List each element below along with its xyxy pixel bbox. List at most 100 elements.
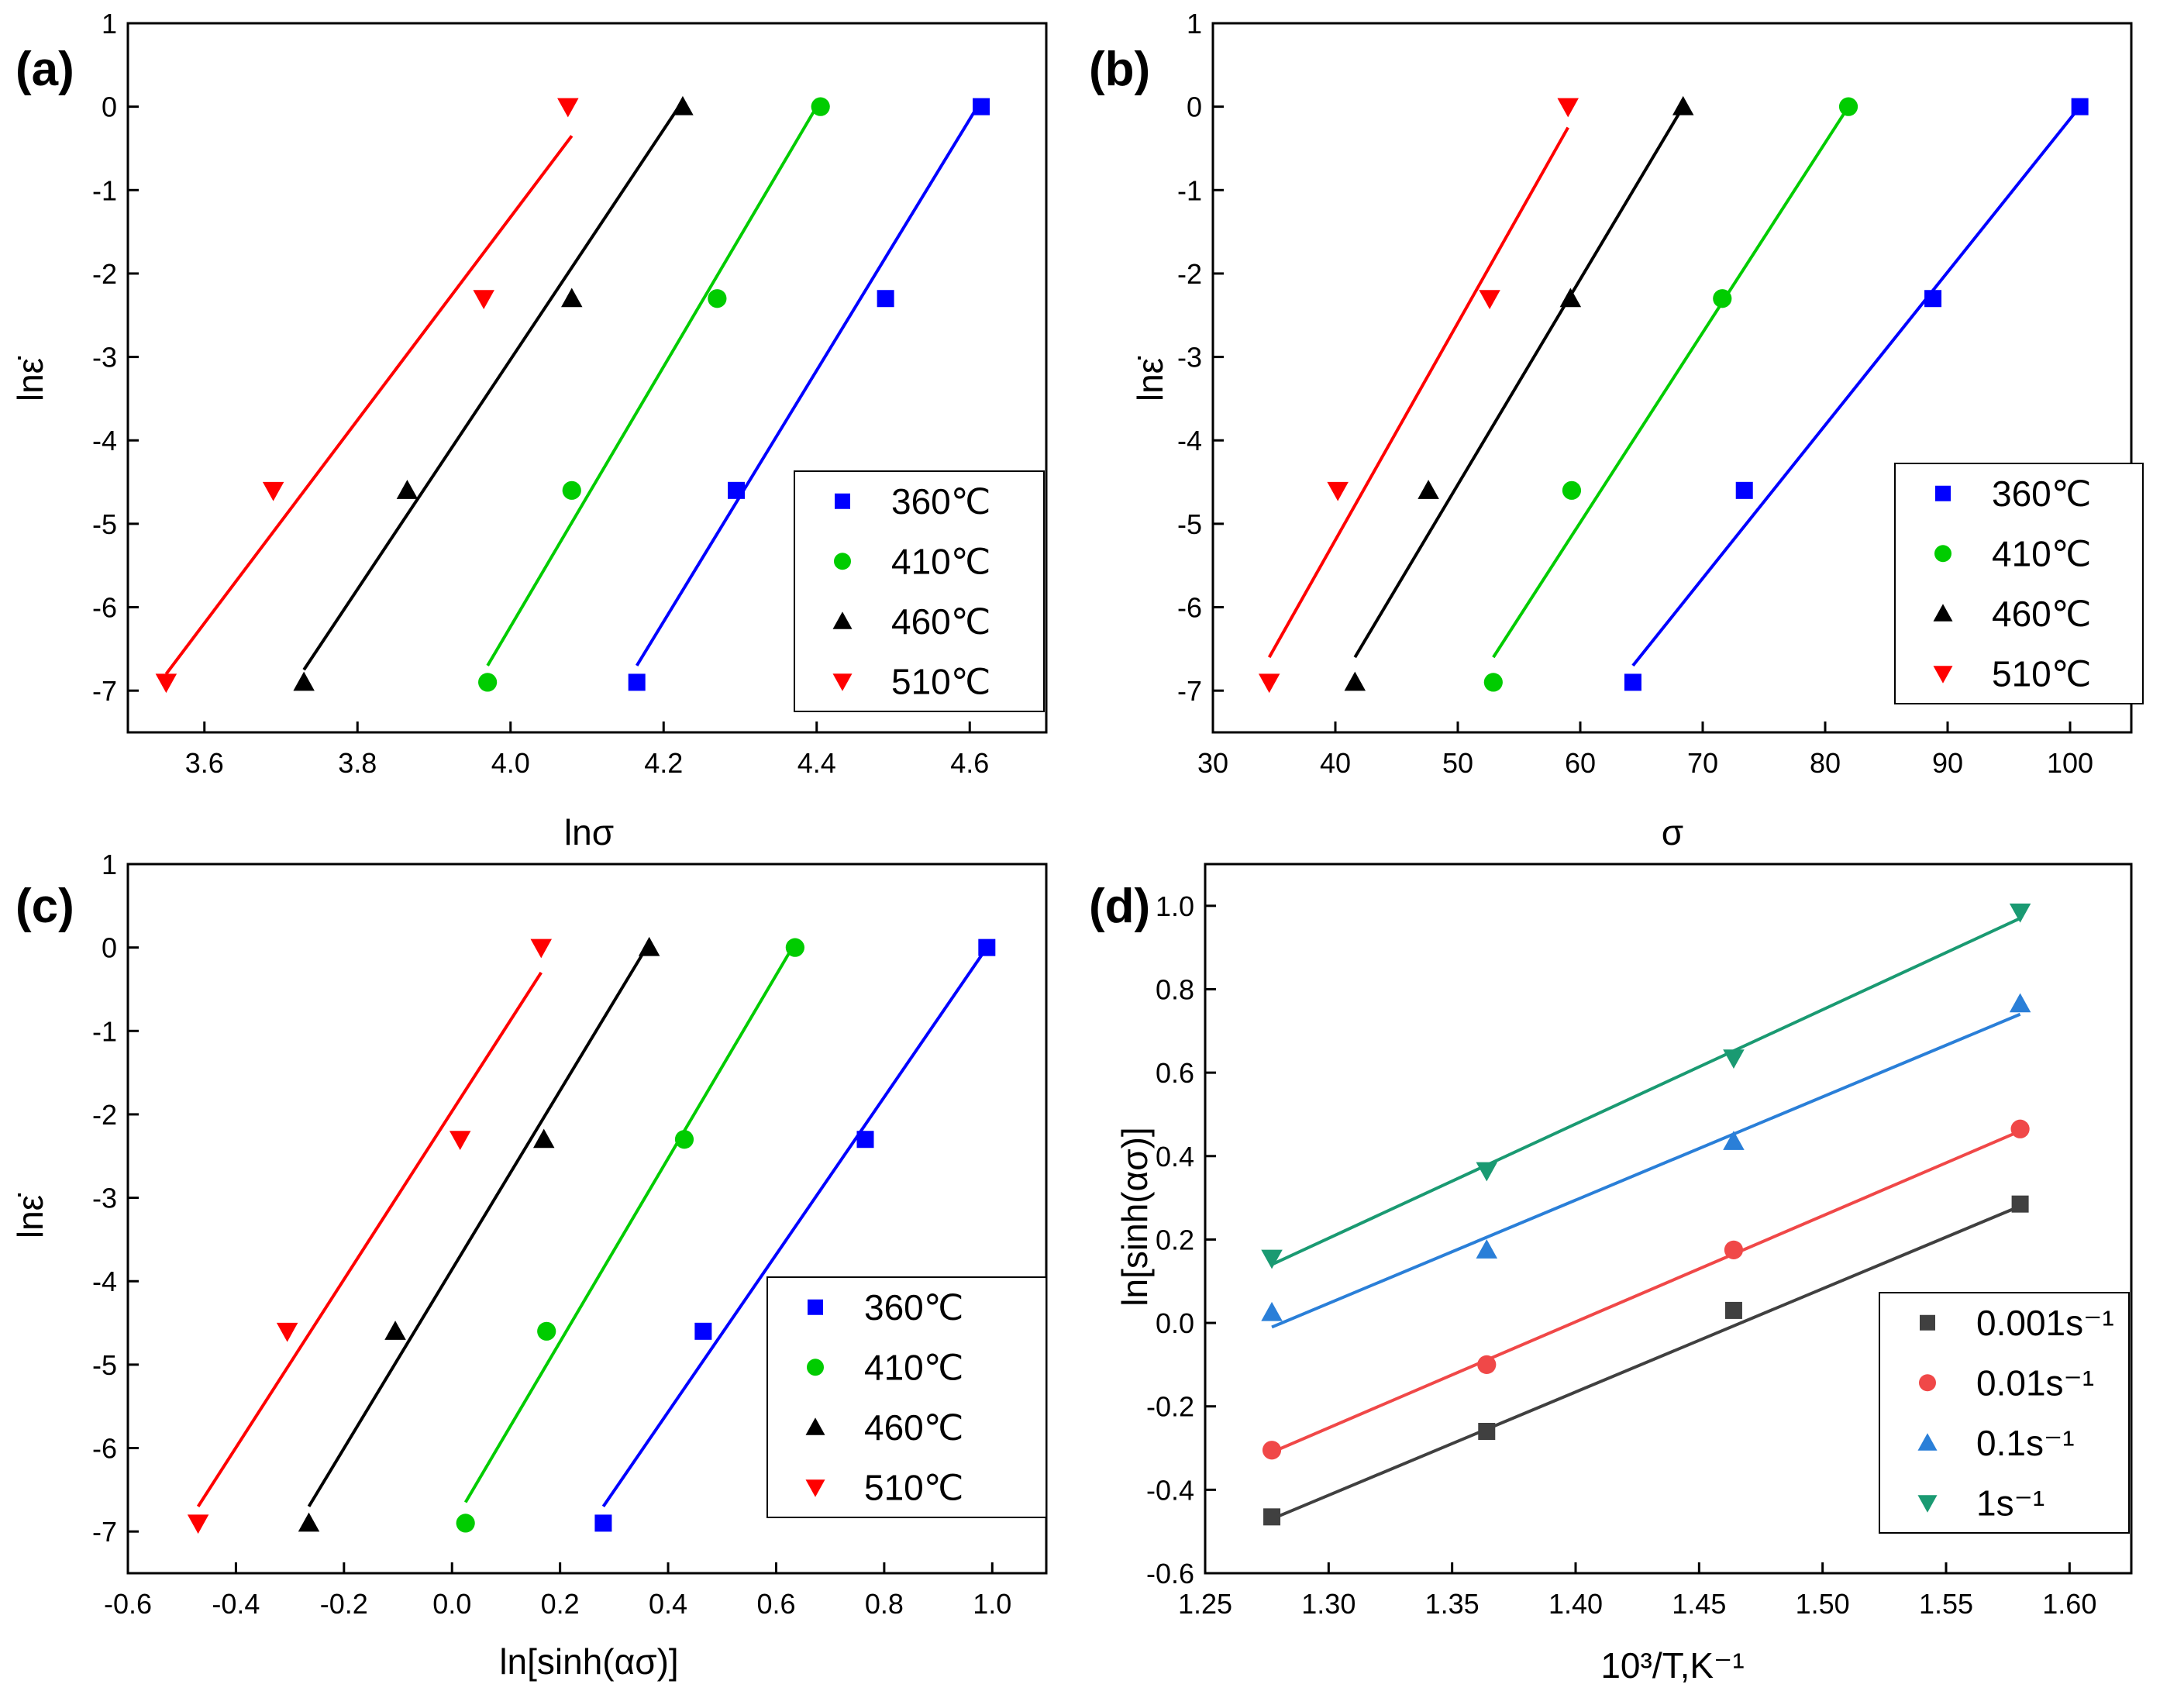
panel-label: (b) [1089,43,1150,96]
x-tick-label: 60 [1565,747,1596,779]
legend-marker [832,673,853,691]
x-tick-label: 1.40 [1548,1588,1603,1620]
y-tick-label: -2 [92,1099,117,1131]
fit-line [302,105,680,671]
legend-marker [805,1417,825,1435]
y-tick-label: -0.2 [1146,1391,1194,1423]
x-tick-label: 90 [1932,747,1963,779]
series-460℃ [1344,95,1694,691]
y-axis-label: lnε̇ [10,356,50,401]
fit-line [1353,105,1685,659]
legend-marker [1917,1433,1938,1451]
data-point [1479,290,1500,309]
data-point [449,1131,471,1150]
x-tick-label: 100 [2047,747,2093,779]
data-point [276,1322,298,1342]
y-tick-label: -7 [92,1516,117,1548]
data-point [187,1514,209,1534]
legend-marker [808,1299,823,1315]
legend-label: 460℃ [891,601,990,642]
data-point [1477,1355,1497,1374]
x-tick-label: 1.25 [1178,1588,1232,1620]
data-point [532,1128,555,1149]
legend-marker [1919,1374,1936,1392]
legend-marker [834,553,851,570]
data-point [1713,289,1732,308]
fit-line [1267,126,1569,659]
data-point [2071,98,2089,115]
panel-label: (c) [16,880,74,933]
y-tick-label: -2 [1177,258,1202,290]
y-axis-label: lnε̇ [1130,356,1170,401]
y-tick-label: -0.4 [1146,1474,1194,1506]
panel-a: 3.6 3.8 4.0 4.2 4.4 4.6 -7 -6 -5 -4 -3 -2 -1 0 1 (a) lnσ… [10,8,1048,852]
y-tick-label: 0.6 [1156,1057,1194,1089]
data-point [1724,1301,1742,1319]
series-0.01s⁻¹ [1262,1119,2030,1460]
x-tick-label: 0.2 [541,1588,580,1620]
y-tick-label: -4 [1177,425,1202,456]
fit-line [1631,105,2082,667]
data-point [1476,1239,1498,1259]
data-point [1483,673,1503,692]
data-point [456,1514,475,1533]
legend-label: 410℃ [891,541,990,581]
legend-label: 510℃ [864,1467,963,1507]
x-tick-label: 3.8 [338,747,377,779]
x-tick-label: -0.6 [104,1588,152,1620]
series-410℃ [456,938,804,1533]
panel-d: 1.25 1.30 1.35 1.40 1.45 1.50 1.55 1.60 -0.6 -0.4… [1089,863,2133,1686]
y-tick-label: 0.4 [1156,1141,1194,1173]
x-tick-label: 4.4 [797,747,836,779]
y-tick-label: -3 [92,342,117,374]
legend-marker [1933,666,1953,684]
fit-line [1271,1204,2021,1521]
fit-line [1271,1129,2021,1454]
data-point [628,673,646,691]
x-tick-label: 1.55 [1919,1588,1973,1620]
x-tick-label: 1.0 [973,1588,1011,1620]
series-0.1s⁻¹ [1261,993,2031,1329]
x-axis-label: 10³/T,K⁻¹ [1600,1645,1744,1686]
x-tick-label: 3.6 [185,747,224,779]
legend: 360℃ 410℃ 460℃ 510℃ [794,470,1045,712]
data-point [1262,1441,1282,1460]
legend-label: 1s⁻¹ [1976,1483,2044,1523]
y-tick-label: -6 [92,1433,117,1465]
panel-label: (d) [1089,880,1150,933]
legend-marker [1935,485,1951,501]
legend-label: 410℃ [864,1347,963,1387]
legend-label: 360℃ [864,1287,963,1328]
plot-frame-a [126,22,1048,734]
data-point [973,98,990,115]
y-tick-label: -7 [92,675,117,707]
data-point [674,1130,694,1149]
y-tick-label: -5 [1177,508,1202,540]
data-point [1258,673,1280,694]
x-tick-label: -0.2 [320,1588,368,1620]
y-tick-label: 1 [102,8,117,40]
data-point [298,1512,320,1532]
series-360℃ [628,98,990,691]
data-point [2009,903,2031,923]
series-360℃ [594,938,996,1532]
fit-line [635,105,979,666]
x-tick-label: 70 [1687,747,1718,779]
data-point [293,671,315,691]
series-510℃ [155,98,579,694]
legend-box [1894,463,2144,704]
plot-frame-d [1204,863,2133,1575]
y-tick-label: 1 [1187,8,1202,40]
data-point [530,938,552,959]
data-point [877,290,894,308]
x-tick-label: 0.8 [865,1588,904,1620]
legend: 0.001s⁻¹ 0.01s⁻¹ 0.1s⁻¹ 1s⁻¹ [1879,1292,2130,1534]
data-point [473,290,494,309]
fit-line [486,105,818,666]
y-tick-label: -1 [92,174,117,206]
data-point [1723,1049,1745,1069]
y-tick-label: -5 [92,1349,117,1381]
data-point [537,1321,556,1341]
y-tick-label: 1.0 [1156,890,1194,922]
